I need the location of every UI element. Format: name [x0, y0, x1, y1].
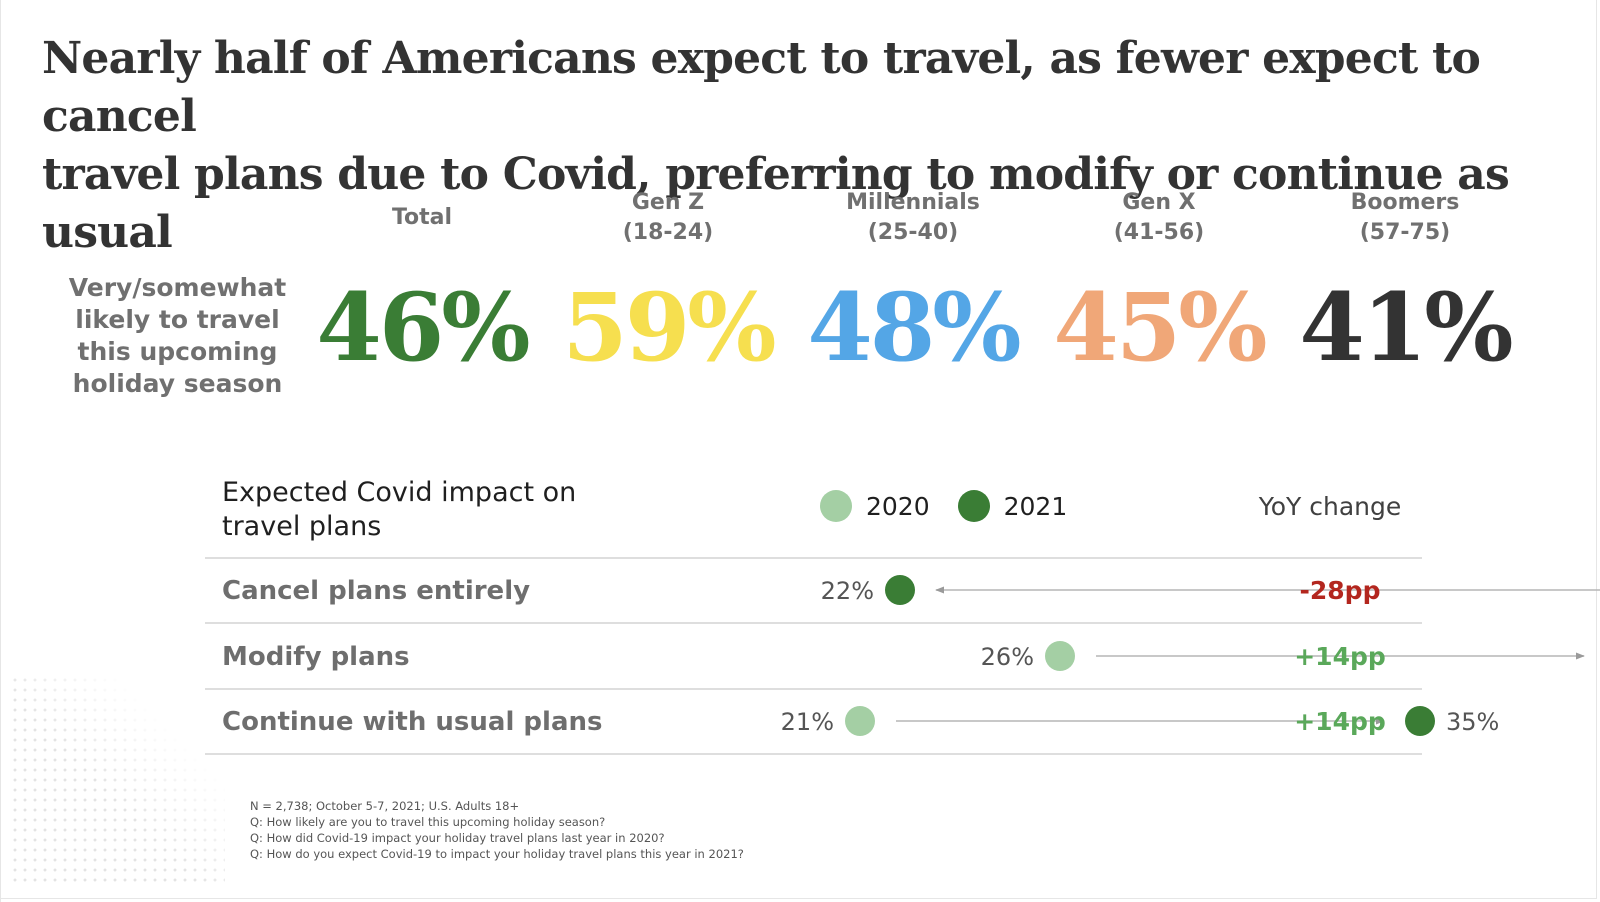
generation-name: Boomers (57-75): [1350, 190, 1460, 245]
generation-name: Millennials (25-40): [846, 190, 980, 245]
footnote-line: N = 2,738; October 5-7, 2021; U.S. Adult…: [250, 799, 520, 813]
footnote-line: Q: How did Covid-19 impact your holiday …: [250, 831, 665, 845]
legend-item-2020: 2020: [820, 490, 930, 522]
generation-boomers: Boomers (57-75) 41%: [1280, 188, 1530, 378]
yoy-change-header: YoY change: [1258, 492, 1402, 521]
dot-2020-2: [845, 706, 875, 736]
generation-percent: 46%: [316, 273, 530, 383]
dot-2021-2: [1405, 706, 1435, 736]
generation-name: Total: [391, 205, 453, 230]
row-label-0: Cancel plans entirely: [222, 576, 530, 606]
footnote: N = 2,738; October 5-7, 2021; U.S. Adult…: [250, 798, 744, 862]
legend-item-2021: 2021: [957, 490, 1068, 522]
decorative-dot-pattern: [10, 675, 225, 885]
row-label-2: Continue with usual plans: [222, 707, 602, 737]
generation-total: Total 46%: [297, 188, 547, 378]
value-label-left-0: 22%: [821, 577, 874, 605]
generation-genz: Gen Z (18-24) 59%: [543, 188, 793, 378]
legend-label-2020: 2020: [866, 491, 930, 521]
legend-dot-2020: [820, 490, 852, 522]
generation-percent: 48%: [807, 273, 1021, 383]
yoy-value-1: +14pp: [1294, 642, 1386, 671]
footnote-line: Q: How do you expect Covid-19 to impact …: [250, 847, 744, 861]
divider-line: [205, 753, 1422, 755]
value-label-left-1: 26%: [981, 643, 1034, 671]
generation-millennials: Millennials (25-40) 48%: [788, 188, 1038, 378]
value-label-right-2: 35%: [1446, 708, 1499, 736]
generation-percent: 45%: [1053, 273, 1267, 383]
legend-label-2021: 2021: [1003, 491, 1068, 521]
generation-name: Gen Z (18-24): [622, 190, 714, 245]
chart-legend: 2020 2021: [820, 486, 1095, 526]
slide-title: Nearly half of Americans expect to trave…: [42, 30, 1572, 262]
yoy-value-0: -28pp: [1300, 576, 1381, 605]
likely-to-travel-label: Very/somewhat likely to travel this upco…: [68, 273, 287, 398]
divider-line: [205, 688, 1422, 690]
title-line-1: Nearly half of Americans expect to trave…: [42, 33, 1481, 142]
yoy-value-2: +14pp: [1294, 707, 1386, 736]
generation-percent: 41%: [1299, 273, 1513, 383]
legend-dot-2021: [957, 490, 990, 522]
generation-percent: 59%: [562, 273, 776, 383]
footnote-line: Q: How likely are you to travel this upc…: [250, 815, 606, 829]
generation-name: Gen X (41-56): [1113, 190, 1205, 245]
dot-2021-0: [885, 575, 915, 605]
divider-line: [205, 557, 1422, 559]
slide-frame-left-edge: [0, 0, 1, 902]
generation-genx: Gen X (41-56) 45%: [1034, 188, 1284, 378]
divider-line: [205, 622, 1422, 624]
value-label-left-2: 21%: [781, 708, 834, 736]
title-line-2: travel plans due to Covid, preferring to…: [42, 149, 1510, 258]
impact-section-title: Expected Covid impact on travel plans: [222, 477, 577, 542]
dot-2020-1: [1045, 641, 1075, 671]
row-label-1: Modify plans: [222, 642, 410, 672]
